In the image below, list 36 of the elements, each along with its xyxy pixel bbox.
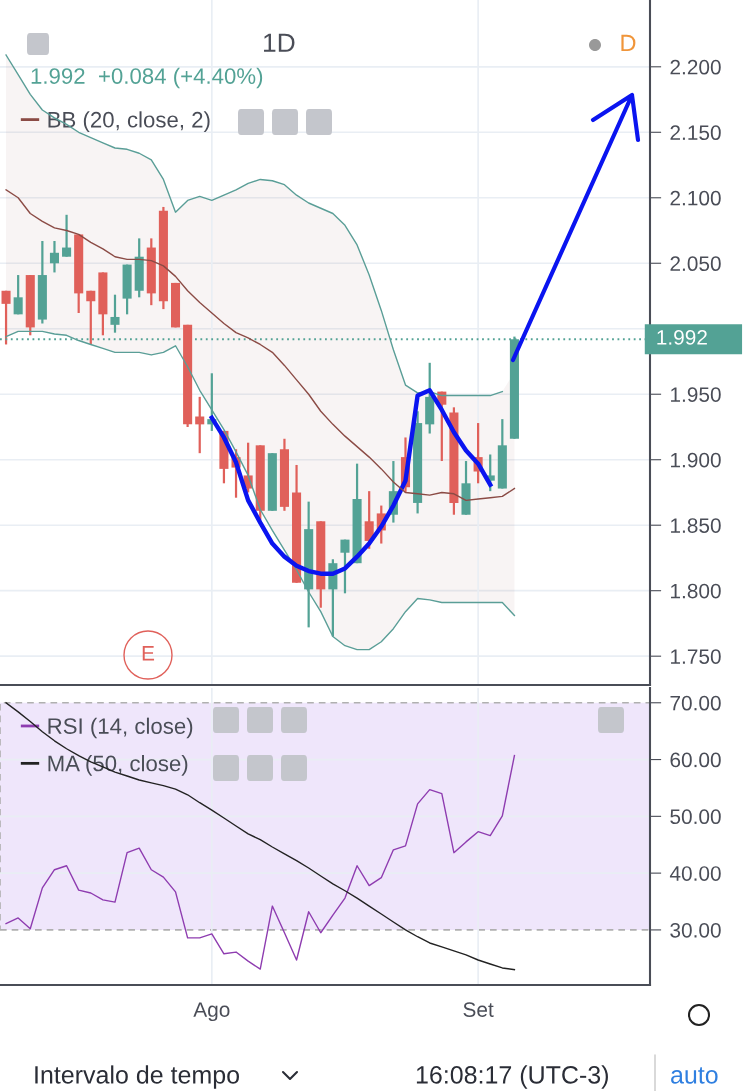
candlestick: [13, 273, 23, 316]
text: auto: [671, 1067, 718, 1084]
y-tick-label: 60.00: [670, 752, 721, 768]
annotation: E: [142, 646, 155, 661]
legend-label: RSI (14, close): [48, 717, 193, 739]
y-tick-label: 1.750: [671, 649, 721, 664]
line-series: [5, 754, 516, 970]
y-tick-label: 2.050: [670, 256, 721, 272]
candlestick: [86, 289, 96, 346]
candlestick: [62, 213, 72, 258]
text: 16:08:17 (UTC-3): [416, 1065, 608, 1089]
text: D: [621, 34, 636, 52]
x-tick-label: Set: [463, 1002, 494, 1017]
y-tick-label: 1.850: [671, 518, 721, 533]
y-tick-label: 2.150: [670, 125, 721, 141]
y-tick-label: 2.200: [670, 59, 721, 75]
candlestick: [1, 289, 11, 346]
x-tick-label: Ago: [193, 1002, 230, 1022]
candlestick: [49, 239, 60, 274]
y-tick-label: 70.00: [670, 695, 721, 711]
line-series: [5, 189, 516, 502]
y-tick-label: 30.00: [670, 922, 721, 938]
ref-line-label: 1.992: [657, 330, 707, 345]
text: 1D: [264, 33, 295, 52]
y-tick-label: 1.900: [671, 452, 721, 468]
candlestick: [340, 538, 350, 595]
line-series: [5, 702, 516, 971]
y-tick-label: 2.100: [670, 190, 721, 206]
text: Intervalo de tempo: [35, 1065, 240, 1089]
candlestick: [110, 293, 120, 334]
y-tick-label: 1.950: [671, 387, 721, 402]
annotation: 1.992 +0.084 (+4.40%): [31, 67, 263, 89]
line-series: [209, 388, 493, 576]
y-tick-label: 40.00: [669, 866, 721, 881]
y-tick-label: 50.00: [670, 809, 721, 825]
y-tick-label: 1.800: [671, 583, 721, 599]
